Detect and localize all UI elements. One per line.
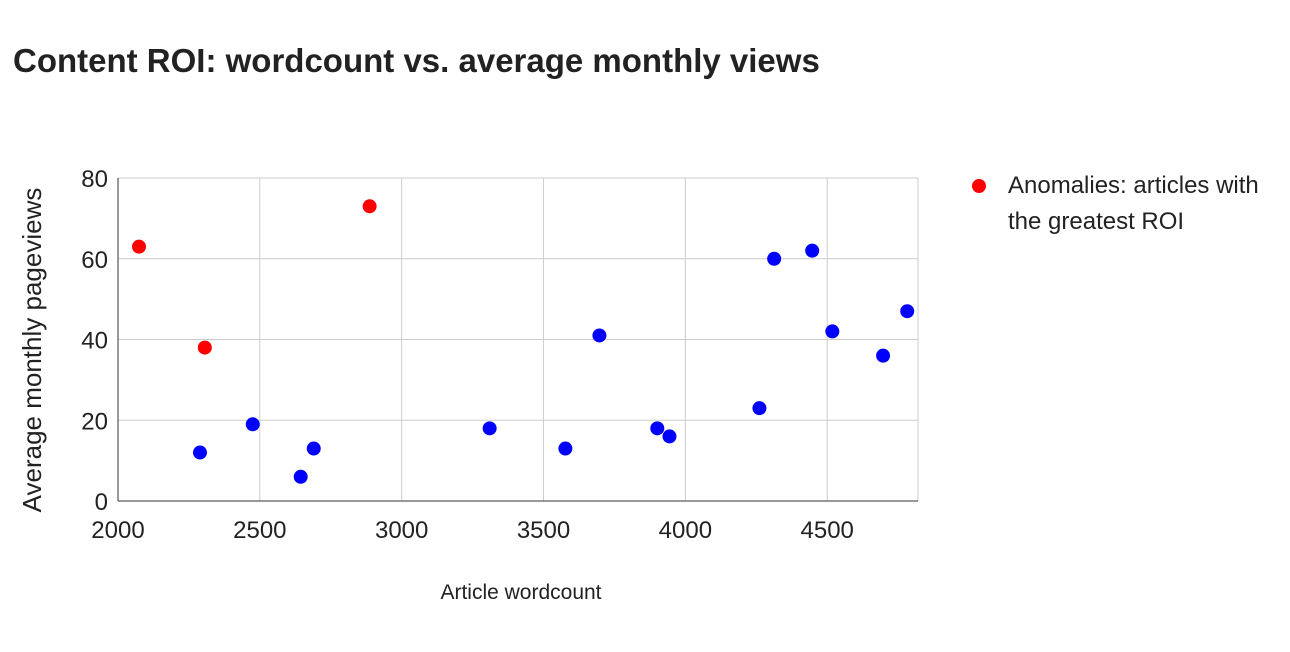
x-axis-label: Article wordcount xyxy=(440,581,601,604)
data-points xyxy=(131,199,915,484)
data-point xyxy=(650,421,665,436)
y-axis-label: Average monthly pageviews xyxy=(17,188,47,513)
data-point xyxy=(293,469,308,484)
data-point xyxy=(805,243,820,258)
data-point xyxy=(900,304,915,319)
data-point xyxy=(362,199,377,214)
legend[interactable]: Anomalies: articles with the greatest RO… xyxy=(970,168,1290,240)
axes: 0 20 40 60 80 2000 2500 3000 3500 4000 4500 xyxy=(81,166,918,544)
x-tick-label: 3000 xyxy=(375,517,428,544)
legend-label: Anomalies: articles with the greatest RO… xyxy=(1008,172,1259,235)
data-point xyxy=(245,417,260,432)
data-point xyxy=(192,445,207,460)
data-point xyxy=(306,441,321,456)
data-point xyxy=(825,324,840,339)
data-point xyxy=(558,441,573,456)
grid xyxy=(118,177,919,501)
x-tick-label: 4500 xyxy=(801,517,854,544)
data-point xyxy=(592,328,607,343)
y-tick-label: 40 xyxy=(81,328,108,355)
data-point xyxy=(131,239,146,254)
data-point xyxy=(482,421,497,436)
data-point xyxy=(197,340,212,355)
chart-title: Content ROI: wordcount vs. average month… xyxy=(13,42,820,79)
x-tick-label: 3500 xyxy=(517,517,570,544)
y-tick-label: 80 xyxy=(81,166,108,193)
y-tick-label: 0 xyxy=(95,489,108,516)
x-tick-label: 2500 xyxy=(233,517,286,544)
data-point xyxy=(752,401,767,416)
data-point xyxy=(876,348,891,363)
legend-marker xyxy=(972,179,986,193)
x-tick-label: 2000 xyxy=(91,517,144,544)
data-point xyxy=(767,251,782,266)
data-point xyxy=(662,429,677,444)
x-tick-label: 4000 xyxy=(659,517,712,544)
y-tick-label: 60 xyxy=(81,247,108,274)
y-tick-label: 20 xyxy=(81,408,108,435)
